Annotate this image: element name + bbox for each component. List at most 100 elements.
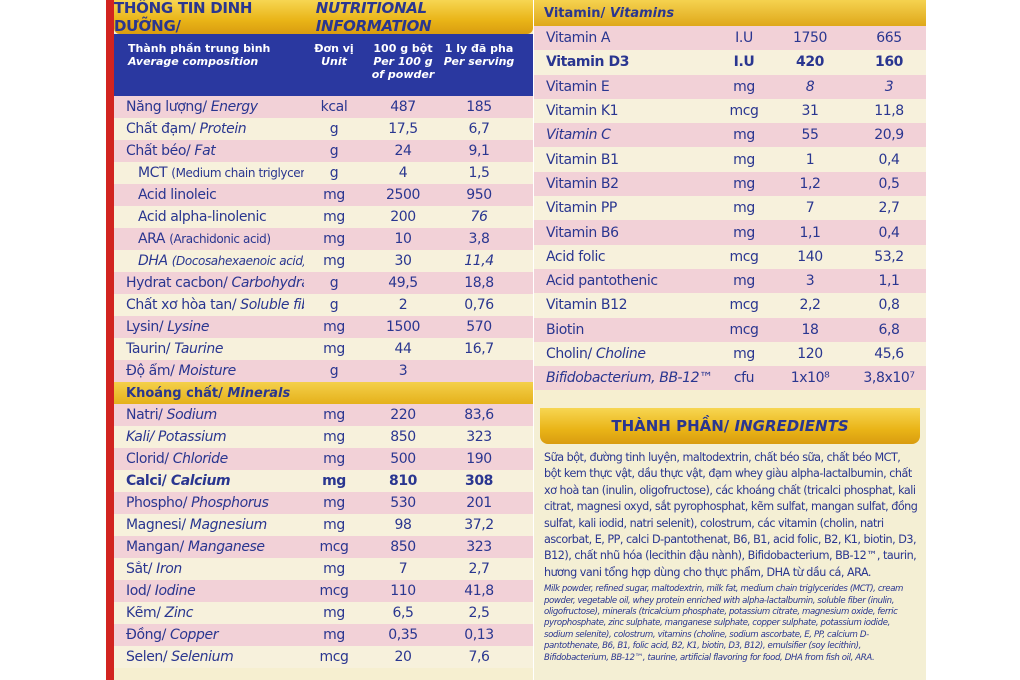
ingredients-text-en: Milk powder, refined sugar, maltodextrin…	[544, 584, 904, 663]
table-row: Iod/ Iodine mcg 110 41,8	[114, 580, 533, 602]
table-row: Kẽm/ Zinc mg 6,5 2,5	[114, 602, 533, 624]
per100-cell: 850	[390, 539, 416, 555]
unit-cell: I.U	[733, 54, 755, 71]
mineral-name-en: Chloride	[172, 451, 228, 467]
table-row: Đồng/ Copper mg 0,35 0,13	[114, 624, 533, 646]
table-row: Mangan/ Manganese mcg 850 323	[114, 536, 533, 558]
per100-cell: 30	[394, 253, 412, 269]
mineral-name-en: Iodine	[154, 583, 196, 599]
serving-cell: 190	[466, 451, 492, 467]
per100-cell: 3	[805, 273, 815, 290]
unit-cell: cfu	[733, 370, 755, 387]
mineral-name: Natri/ Sodium	[114, 407, 304, 423]
per100-cell: 530	[390, 495, 416, 511]
nutrient-name-vi: ARA	[138, 231, 166, 247]
nutrient-name: Acid alpha-linolenic	[114, 209, 304, 225]
vitamin-name: Acid pantothenic	[534, 273, 720, 289]
serving-cell: 323	[466, 429, 492, 445]
nutrient-name-en: Energy	[210, 99, 258, 115]
table-row: Vitamin PP mg 7 2,7	[534, 196, 926, 221]
table-row: Phospho/ Phosphorus mg 530 201	[114, 492, 533, 514]
nutrition-panel: THÔNG TIN DINH DƯỠNG/ NUTRITIONAL INFORM…	[106, 0, 533, 680]
nutrition-title-en: NUTRITIONAL INFORMATION	[315, 0, 432, 35]
table-row: Acid alpha-linolenic mg 200 76	[114, 206, 533, 228]
unit-cell: mg	[323, 517, 345, 533]
serving-cell: 0,4	[878, 224, 900, 241]
vitamin-name: Bifidobacterium, BB-12™	[534, 370, 720, 386]
vitamin-name-label: Acid folic	[546, 248, 606, 265]
serving-cell: 0,4	[878, 151, 900, 168]
mineral-name-en: Copper	[169, 627, 219, 643]
table-row: Selen/ Selenium mcg 20 7,6	[114, 646, 533, 668]
per100-cell: 850	[390, 429, 416, 445]
vitamin-name: Vitamin C	[534, 127, 720, 143]
minerals-table: Natri/ Sodium mg 220 83,6 Kali/ Potassium mg 8…	[114, 404, 533, 668]
mineral-name-vi: Selen/	[126, 649, 168, 665]
table-row: Chất đạm/ Protein g 17,5 6,7	[114, 118, 533, 140]
serving-cell: 2,7	[878, 200, 900, 217]
serving-cell: 185	[466, 99, 492, 115]
vitamin-name-label: Cholin/	[546, 346, 592, 362]
unit-cell: mg	[733, 224, 755, 241]
per100-cell: 1x10⁸	[790, 370, 830, 387]
per100-cell: 17,5	[388, 121, 418, 137]
serving-cell: 0,13	[464, 627, 494, 643]
vitamin-name-en: Choline	[595, 346, 646, 362]
unit-cell: mcg	[319, 649, 349, 665]
serving-cell: 570	[466, 319, 492, 335]
vitamin-name: Vitamin B6	[534, 225, 720, 241]
nutrient-name-vi: Lysin/	[126, 319, 164, 335]
mineral-name: Magnesi/ Magnesium	[114, 517, 304, 533]
mineral-name: Mangan/ Manganese	[114, 539, 304, 555]
serving-cell: 950	[466, 187, 492, 203]
mineral-name-en: Calcium	[170, 473, 231, 489]
per100-cell: 49,5	[388, 275, 418, 291]
mineral-name: Phospho/ Phosphorus	[114, 495, 304, 511]
mineral-name-en: Iron	[156, 561, 182, 577]
nutrition-title: THÔNG TIN DINH DƯỠNG/ NUTRITIONAL INFORM…	[114, 0, 533, 35]
per100-cell: 55	[801, 127, 819, 144]
header-per-100g: 100 g bột Per 100 g of powder	[371, 42, 435, 81]
per100-cell: 2500	[385, 187, 421, 203]
serving-cell: 18,8	[464, 275, 494, 291]
nutrient-name-en: (Arachidonic acid)	[169, 232, 271, 246]
header-per-serving: 1 ly đã pha Per serving	[443, 42, 515, 68]
vitamin-name-label: Vitamin B2	[546, 175, 619, 192]
unit-cell: mg	[323, 341, 345, 357]
nutrient-name: Độ ẩm/ Moisture	[114, 363, 304, 379]
serving-cell: 2,7	[468, 561, 490, 577]
serving-cell: 16,7	[464, 341, 494, 357]
serving-cell: 6,7	[468, 121, 490, 137]
vitamin-name: Vitamin B2	[534, 176, 720, 192]
per100-cell: 1500	[385, 319, 421, 335]
serving-cell: 6,8	[878, 321, 900, 338]
table-row: Magnesi/ Magnesium mg 98 37,2	[114, 514, 533, 536]
table-row: Hydrat cacbon/ Carbohydrate g 49,5 18,8	[114, 272, 533, 294]
vitamin-name-label: Vitamin B6	[546, 224, 619, 241]
nutrient-name-en: Protein	[199, 121, 247, 137]
per100-cell: 1,2	[799, 175, 821, 192]
mineral-name: Sắt/ Iron	[114, 561, 304, 577]
per100-cell: 98	[394, 517, 412, 533]
mineral-name: Kali/ Potassium	[114, 429, 304, 445]
unit-cell: mg	[322, 473, 346, 489]
per100-cell: 20	[394, 649, 412, 665]
per100-cell: 810	[388, 473, 418, 489]
nutrient-name-vi: Hydrat cacbon/	[126, 275, 228, 291]
unit-cell: g	[329, 275, 339, 291]
nutrient-name: DHA (Docosahexaenoic acid)	[114, 253, 304, 269]
per100-cell: 8	[805, 78, 815, 95]
serving-cell: 1,1	[878, 273, 900, 290]
table-row: Vitamin E mg 8 3	[534, 74, 926, 99]
per100-cell: 18	[801, 321, 819, 338]
unit-cell: mcg	[729, 248, 759, 265]
nutrient-name-vi: Độ ẩm/	[126, 363, 175, 379]
unit-cell: mg	[323, 231, 345, 247]
serving-cell: 11,4	[464, 253, 494, 269]
nutrient-name: Lysin/ Lysine	[114, 319, 304, 335]
mineral-name-vi: Mangan/	[126, 539, 184, 555]
nutrition-title-vi: THÔNG TIN DINH DƯỠNG/	[114, 0, 253, 35]
per100-cell: 2	[398, 297, 408, 313]
mineral-name-en: Selenium	[171, 649, 234, 665]
vitamin-name: Acid folic	[534, 249, 720, 265]
